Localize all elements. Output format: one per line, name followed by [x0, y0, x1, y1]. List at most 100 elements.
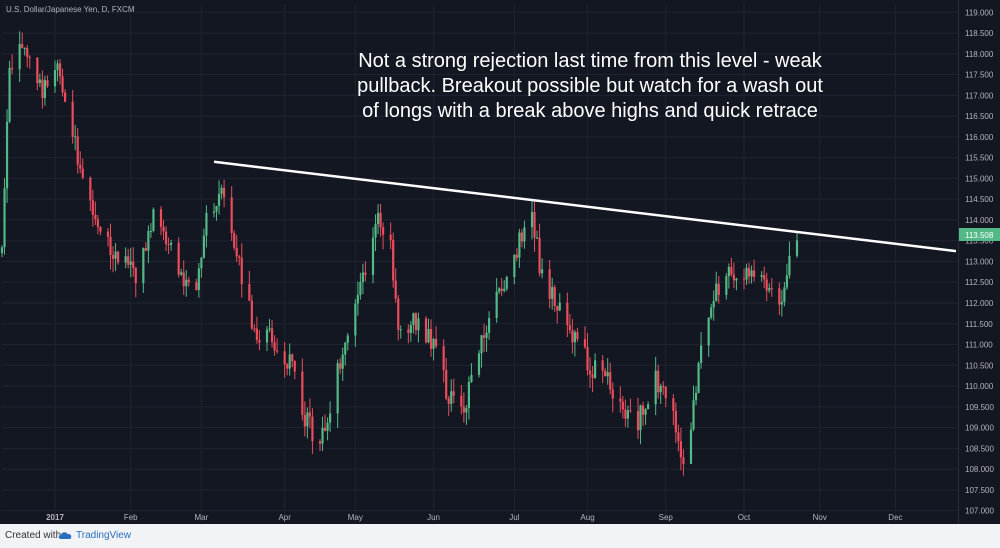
- candle-body: [344, 342, 347, 355]
- candle-body: [53, 70, 57, 87]
- candle-body: [162, 226, 165, 232]
- candle-body: [18, 44, 21, 70]
- annotation-text: Not a strong rejection last time from th…: [357, 50, 823, 122]
- candle-body: [699, 345, 703, 364]
- candle-body: [397, 298, 400, 330]
- tradingview-link[interactable]: TradingView: [76, 530, 132, 541]
- candle-body: [359, 282, 362, 296]
- price-tick-label: 108.500: [965, 444, 994, 453]
- candle-body: [217, 193, 221, 206]
- candle-body: [553, 287, 556, 307]
- time-tick-label: Jul: [509, 513, 519, 522]
- candle-body: [641, 405, 645, 415]
- candle-body: [765, 279, 768, 291]
- annotation-line: of longs with a break above highs and qu…: [362, 100, 818, 122]
- trendline: [213, 160, 957, 253]
- candle-body: [212, 211, 216, 213]
- candle-body: [636, 411, 640, 431]
- candle-body: [265, 329, 269, 343]
- candle-body: [639, 405, 642, 431]
- candle-body: [356, 295, 359, 304]
- price-tick-label: 113.000: [965, 257, 994, 266]
- candle-body: [727, 266, 730, 277]
- candle-body: [376, 212, 380, 225]
- candle-body: [717, 283, 720, 295]
- candle-body: [286, 364, 289, 369]
- candle-body: [551, 287, 554, 299]
- candle-body: [341, 354, 344, 369]
- candle-body: [500, 288, 503, 291]
- time-tick-label: Feb: [124, 513, 138, 522]
- candle-body: [611, 389, 614, 399]
- candle-body: [311, 416, 314, 442]
- candle-body: [515, 254, 518, 258]
- candle-body: [41, 79, 44, 99]
- candle-body: [619, 398, 622, 402]
- candle-body: [710, 307, 713, 318]
- candle-body: [505, 277, 508, 289]
- price-tick-label: 107.500: [965, 486, 994, 495]
- candle-body: [606, 372, 609, 377]
- time-tick-label: Dec: [888, 513, 902, 522]
- candle-body: [677, 432, 680, 442]
- candle-body: [270, 328, 274, 343]
- candle-body: [79, 164, 82, 169]
- candle-body: [0, 247, 4, 254]
- candle-body: [346, 335, 349, 343]
- candle-body: [725, 276, 728, 295]
- candle-body: [659, 385, 662, 393]
- candle-body: [187, 279, 190, 283]
- candle-body: [371, 237, 375, 276]
- candle-body: [407, 329, 410, 333]
- candle-body: [74, 136, 77, 138]
- candle-body: [654, 370, 657, 405]
- candle-body: [116, 251, 120, 263]
- price-tick-label: 112.000: [965, 299, 994, 308]
- candle-body: [99, 226, 102, 232]
- candle-body: [255, 328, 259, 341]
- candle-body: [381, 227, 385, 235]
- candle-body: [205, 212, 208, 236]
- candle-body: [318, 441, 322, 444]
- candle-body: [783, 287, 786, 302]
- candle-body: [197, 268, 200, 291]
- candle-body: [399, 329, 402, 331]
- candle-body: [707, 317, 710, 346]
- candle-body: [258, 340, 261, 343]
- candle-body: [230, 197, 233, 233]
- candle-body: [750, 270, 753, 277]
- candle-body: [76, 136, 79, 165]
- price-tick-label: 110.500: [965, 361, 994, 370]
- candle-body: [283, 351, 286, 365]
- candle-body: [664, 386, 667, 399]
- price-tick-label: 111.000: [965, 341, 993, 350]
- candle-body: [23, 47, 26, 49]
- candle-body: [361, 272, 365, 283]
- candle-body: [3, 188, 6, 248]
- candle-body: [694, 392, 698, 401]
- candle-body: [273, 342, 276, 351]
- price-axis: 107.000 107.500 108.000 108.500 109.000 109.5…: [965, 8, 994, 515]
- candle-body: [447, 398, 450, 404]
- candle-body: [414, 313, 418, 331]
- candle-body: [36, 57, 39, 84]
- candle-body: [71, 101, 74, 137]
- candle-body: [427, 328, 430, 343]
- candle-body: [445, 370, 448, 399]
- candle-body: [495, 291, 498, 319]
- candle-body: [556, 306, 559, 311]
- candle-body: [81, 168, 84, 178]
- candle-body: [303, 414, 306, 427]
- candle-body: [374, 224, 377, 238]
- tradingview-cloud-icon: [58, 532, 72, 539]
- candle-body: [498, 288, 501, 292]
- candle-body: [712, 300, 715, 308]
- candle-body: [354, 303, 357, 336]
- price-tick-label: 108.000: [965, 465, 994, 474]
- price-tick-label: 109.500: [965, 403, 994, 412]
- candle-body: [646, 404, 650, 410]
- candle-body: [106, 231, 110, 237]
- candle-body: [336, 363, 339, 414]
